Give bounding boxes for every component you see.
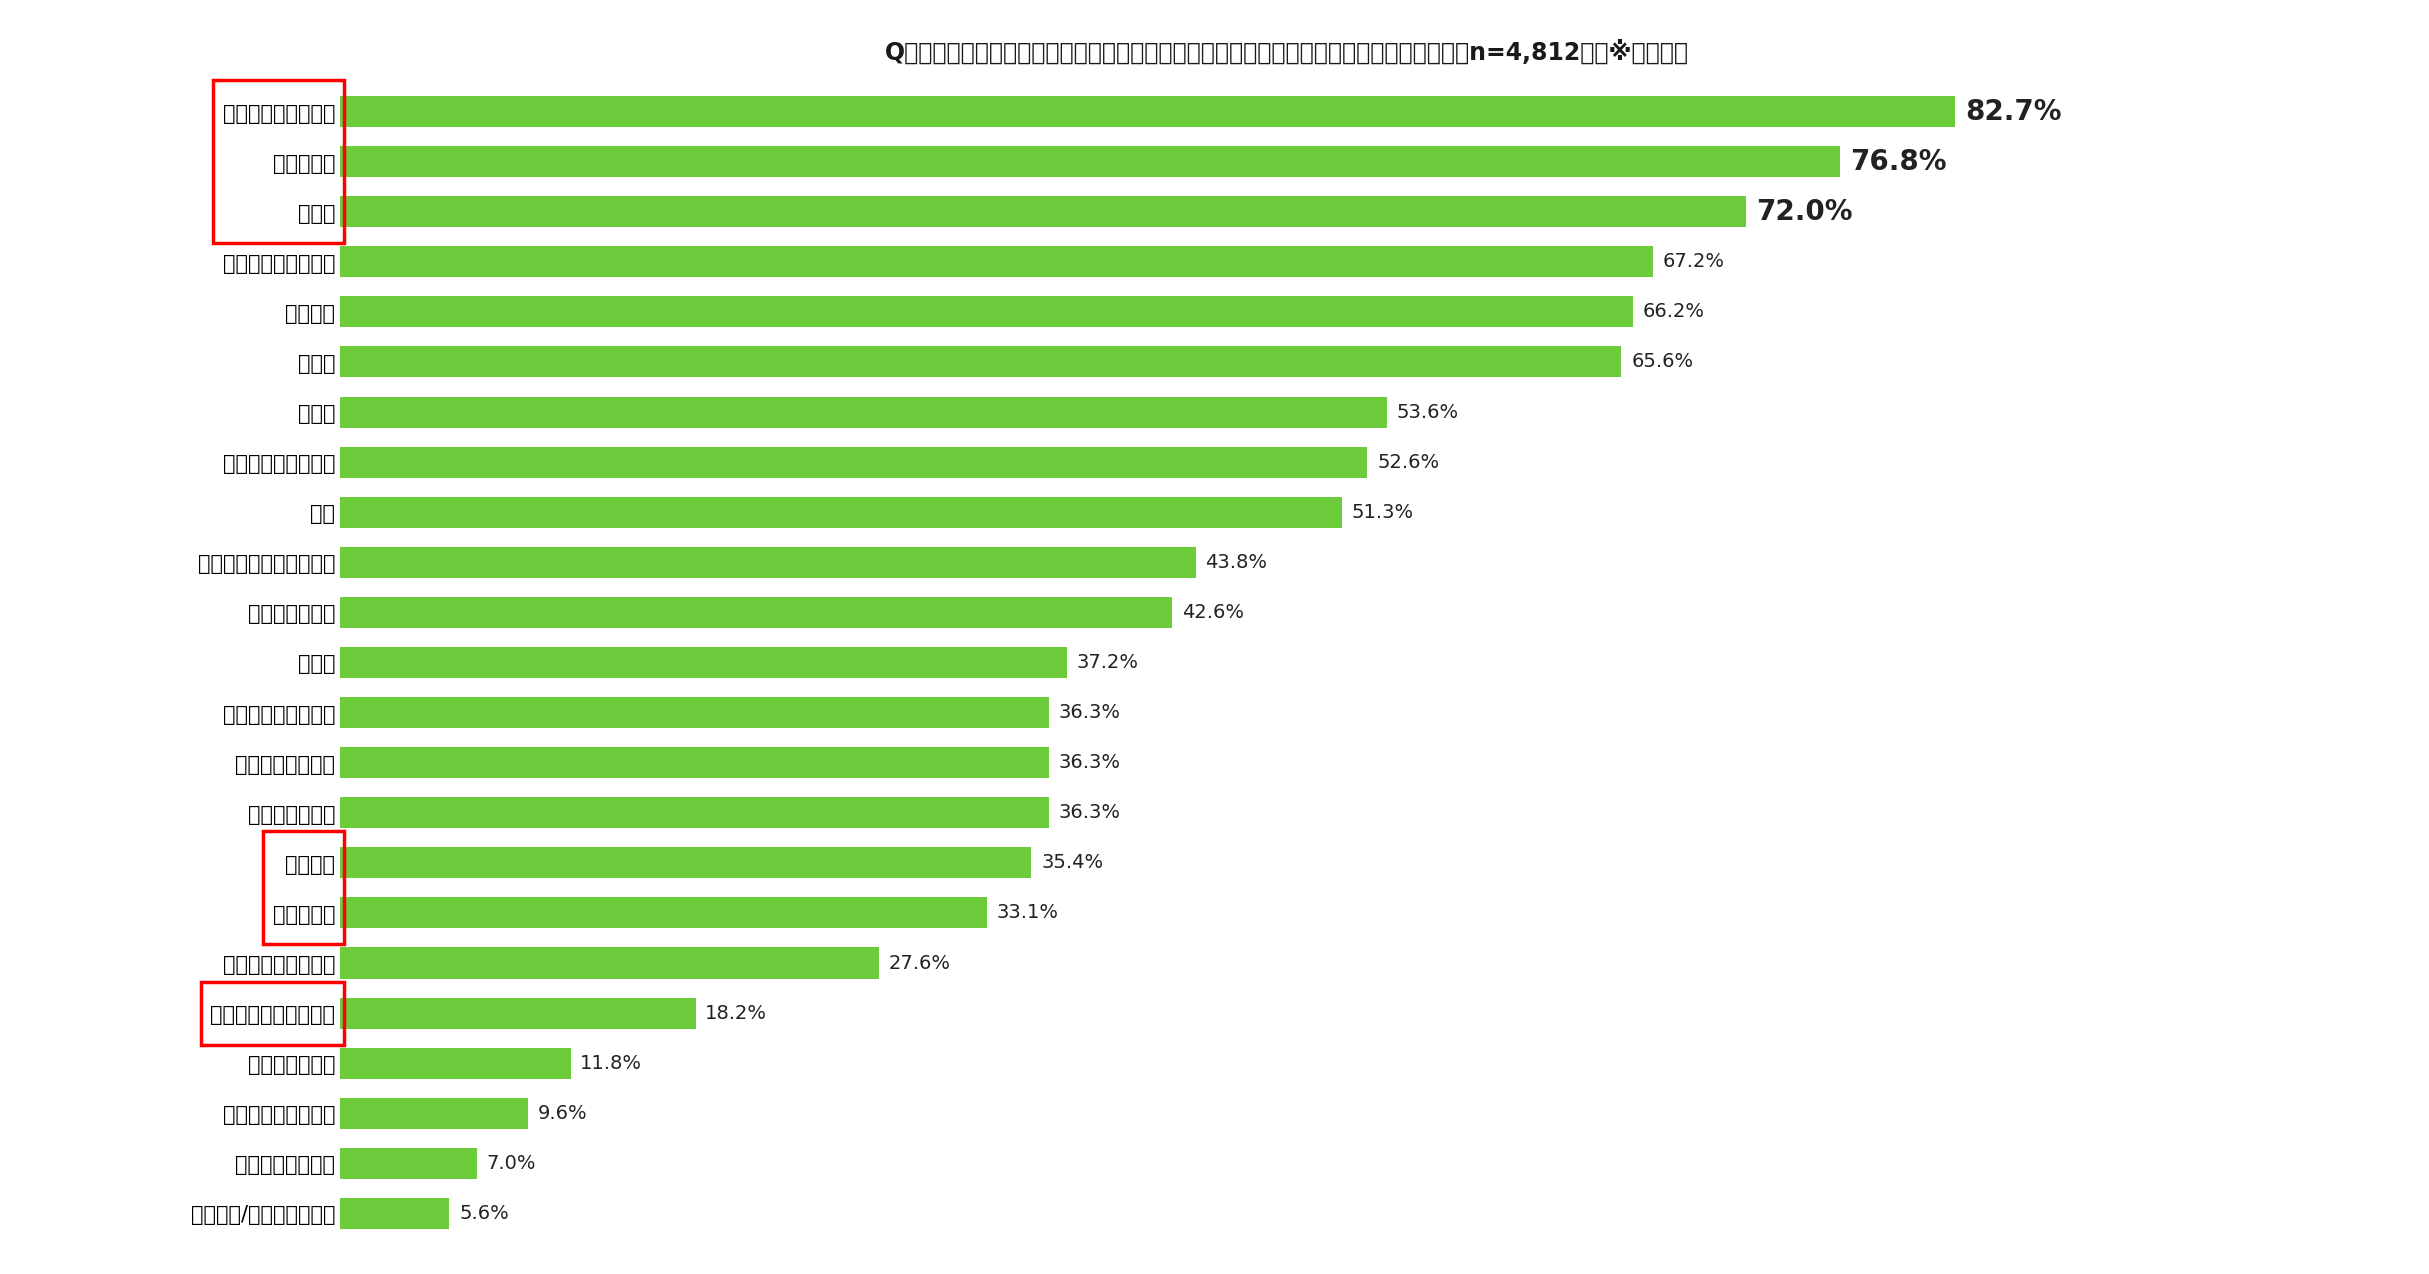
Bar	[340, 998, 695, 1028]
Text: 66.2%: 66.2%	[1642, 302, 1705, 321]
Text: 27.6%: 27.6%	[889, 953, 950, 972]
Title: Q：災害に備え、普段から備蓄している「日用品」を選択肢からすべて教えてください　（n=4,812）　※複数回答: Q：災害に備え、普段から備蓄している「日用品」を選択肢からすべて教えてください …	[884, 39, 1691, 65]
Text: 72.0%: 72.0%	[1756, 197, 1853, 225]
Bar	[340, 798, 1049, 828]
Bar	[340, 697, 1049, 729]
Text: 36.3%: 36.3%	[1059, 703, 1120, 722]
Text: 36.3%: 36.3%	[1059, 753, 1120, 772]
Text: 18.2%: 18.2%	[704, 1004, 768, 1023]
Text: 53.6%: 53.6%	[1397, 403, 1460, 422]
Bar	[340, 948, 879, 978]
Text: 43.8%: 43.8%	[1205, 553, 1268, 572]
Bar	[340, 396, 1387, 428]
Bar	[340, 1198, 449, 1229]
Bar	[340, 1047, 571, 1079]
Bar	[340, 1098, 527, 1129]
Text: 35.4%: 35.4%	[1042, 854, 1103, 873]
Text: 36.3%: 36.3%	[1059, 803, 1120, 822]
Bar	[340, 147, 1841, 177]
Text: 65.6%: 65.6%	[1632, 353, 1693, 372]
Bar	[340, 547, 1195, 578]
Text: 7.0%: 7.0%	[486, 1154, 537, 1173]
Bar	[340, 897, 986, 929]
Bar	[340, 96, 1955, 127]
Text: 67.2%: 67.2%	[1661, 252, 1725, 271]
Bar	[340, 347, 1623, 377]
Bar	[340, 1148, 476, 1178]
Bar	[340, 246, 1652, 278]
Text: 76.8%: 76.8%	[1851, 148, 1946, 176]
Bar	[340, 297, 1632, 327]
Text: 42.6%: 42.6%	[1183, 603, 1244, 622]
Bar	[340, 196, 1746, 227]
Bar	[340, 447, 1368, 478]
Text: 33.1%: 33.1%	[996, 903, 1059, 922]
Bar	[340, 747, 1049, 778]
Text: 51.3%: 51.3%	[1353, 503, 1414, 522]
Text: 9.6%: 9.6%	[537, 1103, 588, 1122]
Bar	[340, 647, 1066, 678]
Bar	[340, 847, 1032, 878]
Text: 5.6%: 5.6%	[459, 1204, 510, 1223]
Bar	[340, 596, 1173, 628]
Bar	[340, 497, 1343, 527]
Text: 52.6%: 52.6%	[1377, 452, 1440, 471]
Text: 11.8%: 11.8%	[581, 1054, 641, 1073]
Text: 82.7%: 82.7%	[1965, 98, 2062, 126]
Text: 37.2%: 37.2%	[1076, 654, 1139, 671]
